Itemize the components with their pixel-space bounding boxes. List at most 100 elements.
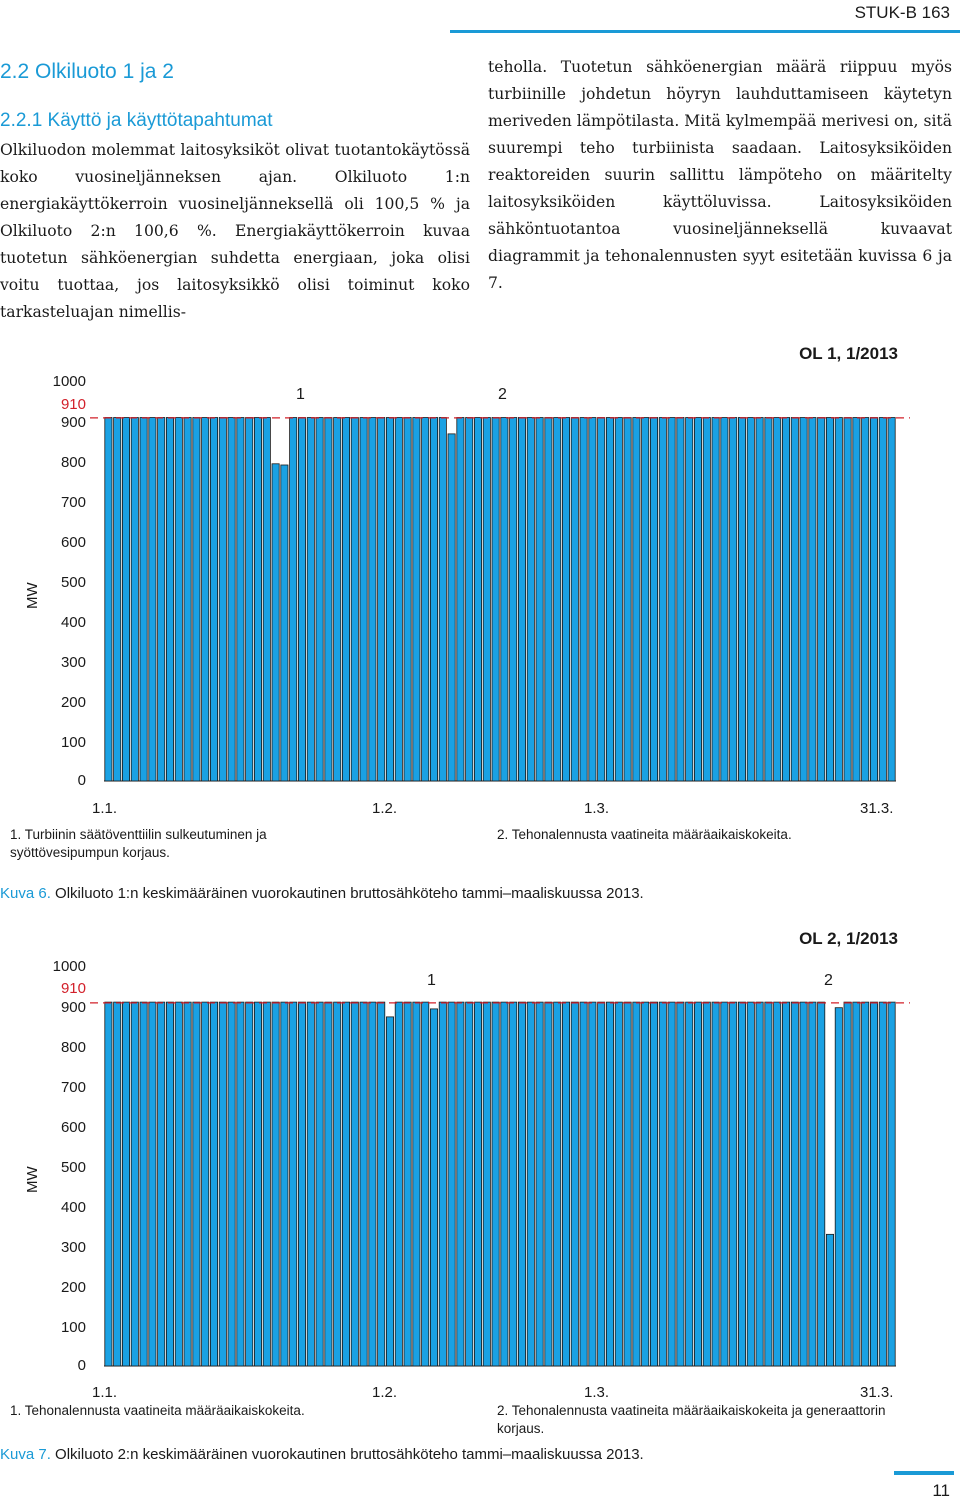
chart2-bar	[350, 1001, 359, 1367]
chart2-bar	[130, 1001, 139, 1367]
chart1-bar	[482, 417, 491, 782]
chart2-bar	[887, 1001, 896, 1367]
chart1-bar	[535, 417, 544, 782]
chart1-bar	[438, 417, 447, 782]
chart1-bar	[667, 417, 676, 782]
chart2-ytick-400: 400	[60, 1199, 86, 1216]
chart1-bar	[720, 417, 729, 782]
chart1-bar	[764, 417, 773, 782]
chart2-bar	[773, 1001, 782, 1367]
chart1-ytick-600: 600	[60, 534, 86, 551]
chart1-bar	[826, 417, 835, 782]
chart1-bar	[192, 417, 201, 782]
chart1-bar	[623, 417, 632, 782]
chart1-bar	[359, 417, 368, 782]
chart2-bar	[843, 1001, 852, 1367]
chart1-bar	[834, 417, 843, 782]
chart1-title: OL 1, 1/2013	[799, 344, 898, 363]
chart1-ytick-900: 900	[60, 414, 86, 431]
chart2-bar	[817, 1001, 826, 1367]
chart2-ytick-600: 600	[60, 1119, 86, 1136]
chart1-bar	[174, 417, 183, 782]
chart2-bar	[517, 1001, 526, 1367]
chart1-bar	[429, 417, 438, 782]
chart2-bar	[755, 1001, 764, 1367]
chart2-bar	[606, 1001, 615, 1367]
chart1-plot	[90, 417, 910, 782]
chart1-bar	[297, 417, 306, 782]
chart2-bar	[834, 1007, 843, 1367]
chart2-bar	[535, 1001, 544, 1367]
chart1-ytick-300: 300	[60, 654, 86, 671]
chart1-bar	[509, 417, 518, 782]
chart2-bar	[394, 1001, 403, 1367]
chart1-bar	[394, 417, 403, 782]
chart1-bar	[491, 417, 500, 782]
chart2-xtick-4: 31.3.	[860, 1384, 894, 1401]
chart1-bar	[412, 417, 421, 782]
chart2-bar	[297, 1001, 306, 1367]
chart1-bar	[561, 417, 570, 782]
chart1-xtick-2: 1.2.	[372, 800, 398, 817]
chart2-bar	[438, 1001, 447, 1367]
chart2-bar	[421, 1001, 430, 1367]
chart2-bar	[113, 1001, 122, 1367]
chart2-bar	[385, 1016, 394, 1367]
chart2-bar	[201, 1001, 210, 1367]
chart1-bar	[289, 417, 298, 782]
chart1-bar	[157, 417, 166, 782]
chart1-bar	[852, 417, 861, 782]
chart2-bar	[588, 1001, 597, 1367]
chart1-bar	[227, 417, 236, 782]
chart2-bar	[861, 1001, 870, 1367]
chart2-bar	[826, 1233, 835, 1367]
chart2-bar	[122, 1001, 131, 1367]
chart1-bar	[473, 417, 482, 782]
series-label: STUK-B 163	[854, 3, 950, 22]
chart2-bar	[280, 1001, 289, 1367]
chart2-bar	[227, 1001, 236, 1367]
chart2-bar	[623, 1001, 632, 1367]
chart2-bar	[333, 1001, 342, 1367]
chart1-bar	[782, 417, 791, 782]
chart2-note-2: 2. Tehonalennusta vaatineita määräaikais…	[497, 1403, 886, 1436]
chart2-bar	[465, 1001, 474, 1367]
chart2-bar	[782, 1001, 791, 1367]
chart1-bar	[377, 417, 386, 782]
chart2-bar	[324, 1001, 333, 1367]
chart2-bar	[694, 1001, 703, 1367]
chart1-bar	[817, 417, 826, 782]
chart2-bar	[245, 1001, 254, 1367]
chart1-ref-label: 910	[60, 396, 86, 413]
chart1-bar	[306, 417, 315, 782]
chart2-bar	[148, 1001, 157, 1367]
chart2-annotation-1: 1	[427, 972, 436, 989]
chart1-xtick-3: 1.3.	[584, 800, 610, 817]
chart1-bar	[104, 417, 113, 782]
chart2-bar	[218, 1001, 227, 1367]
chart2-bar	[473, 1001, 482, 1367]
chart1-bar	[887, 417, 896, 782]
chart1-bar	[324, 417, 333, 782]
chart1-bar	[544, 417, 553, 782]
figure7-caption: Kuva 7. Olkiluoto 2:n keskimääräinen vuo…	[0, 1446, 960, 1463]
chart1-bar	[148, 417, 157, 782]
chart2-bar	[491, 1001, 500, 1367]
chart2-ytick-800: 800	[60, 1039, 86, 1056]
chart1-bar	[570, 417, 579, 782]
chart1-bar	[861, 417, 870, 782]
chart2-bar	[482, 1001, 491, 1367]
chart1-bar	[315, 417, 324, 782]
chart1-bar	[790, 417, 799, 782]
chart2-bar	[174, 1001, 183, 1367]
chart2-bar	[509, 1001, 518, 1367]
chart1-ytick-700: 700	[60, 494, 86, 511]
chart2-bar	[315, 1001, 324, 1367]
header-rule	[450, 30, 960, 33]
chart2-bar	[166, 1001, 175, 1367]
chart2-xtick-2: 1.2.	[372, 1384, 398, 1401]
chart2-bar	[650, 1001, 659, 1367]
chart2-bar	[878, 1001, 887, 1367]
chart2-ref-label: 910	[60, 980, 86, 997]
chart1-bar	[236, 417, 245, 782]
